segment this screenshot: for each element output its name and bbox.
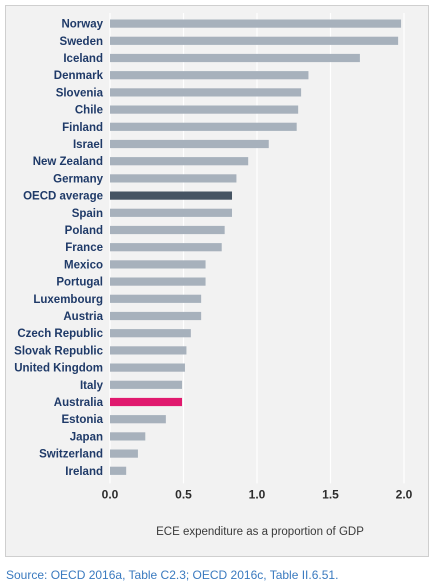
category-label: Mexico: [64, 259, 103, 271]
x-axis-title: ECE expenditure as a proportion of GDP: [156, 526, 364, 538]
bar-slovenia: [110, 88, 302, 97]
category-label: Austria: [63, 311, 103, 323]
bar-spain: [110, 208, 233, 217]
bar-australia: [110, 397, 183, 407]
bar-luxembourg: [110, 294, 202, 303]
x-tick-label: 1.0: [249, 487, 266, 501]
category-label: OECD average: [23, 191, 103, 203]
bar-estonia: [110, 415, 166, 424]
category-label: Norway: [61, 19, 103, 31]
category-label: Ireland: [65, 466, 103, 478]
category-label: Estonia: [61, 414, 103, 426]
category-label: Sweden: [60, 36, 103, 48]
category-label: Denmark: [54, 70, 104, 82]
bar-mexico: [110, 260, 206, 269]
category-label: Germany: [53, 173, 103, 185]
category-label: United Kingdom: [14, 363, 103, 375]
category-label: New Zealand: [33, 156, 103, 168]
bars: [110, 19, 402, 475]
bar-portugal: [110, 277, 206, 286]
bar-japan: [110, 432, 146, 441]
x-tick-label: 0.0: [102, 487, 119, 501]
bar-denmark: [110, 71, 309, 80]
category-label: France: [65, 242, 103, 254]
category-labels: Norway Sweden Iceland Denmark Slovenia Chile F…: [14, 19, 103, 478]
chart-frame: [5, 5, 429, 557]
bar-new-zealand: [110, 157, 249, 166]
bar-switzerland: [110, 449, 138, 458]
x-tick-label: 2.0: [396, 487, 413, 501]
bar-czech-republic: [110, 329, 191, 338]
category-label: Spain: [72, 208, 103, 220]
category-label: Italy: [80, 380, 104, 392]
bar-israel: [110, 139, 269, 149]
category-label: Luxembourg: [33, 294, 103, 306]
category-label: Slovak Republic: [14, 345, 103, 357]
category-label: Israel: [73, 139, 103, 151]
category-label: Australia: [54, 397, 104, 409]
category-label: Iceland: [63, 53, 103, 65]
bar-united-kingdom: [110, 363, 185, 372]
category-label: Japan: [70, 431, 103, 443]
category-label: Finland: [62, 122, 103, 134]
bar-austria: [110, 311, 202, 321]
bar-ireland: [110, 466, 127, 475]
category-label: Czech Republic: [17, 328, 103, 340]
category-label: Portugal: [56, 277, 103, 289]
bar-sweden: [110, 36, 399, 45]
bar-france: [110, 243, 222, 252]
x-tick-label: 1.5: [322, 487, 339, 501]
category-label: Chile: [75, 105, 103, 117]
bar-iceland: [110, 53, 360, 63]
bar-poland: [110, 225, 225, 235]
source-note: Source: OECD 2016a, Table C2.3; OECD 201…: [6, 568, 339, 582]
bar-germany: [110, 174, 237, 183]
category-label: Switzerland: [39, 449, 103, 461]
category-label: Slovenia: [56, 87, 104, 99]
bar-chile: [110, 105, 299, 114]
bar-norway: [110, 19, 402, 28]
bar-chart: Norway Sweden Iceland Denmark Slovenia Chile F…: [14, 13, 413, 538]
bar-oecd-average: [110, 191, 233, 200]
bar-italy: [110, 380, 183, 389]
bar-slovak-republic: [110, 346, 187, 355]
x-tick-label: 0.5: [175, 487, 192, 501]
category-label: Poland: [65, 225, 103, 237]
x-tick-labels: 0.0 0.5 1.0 1.5 2.0: [102, 487, 413, 501]
bar-finland: [110, 122, 297, 131]
